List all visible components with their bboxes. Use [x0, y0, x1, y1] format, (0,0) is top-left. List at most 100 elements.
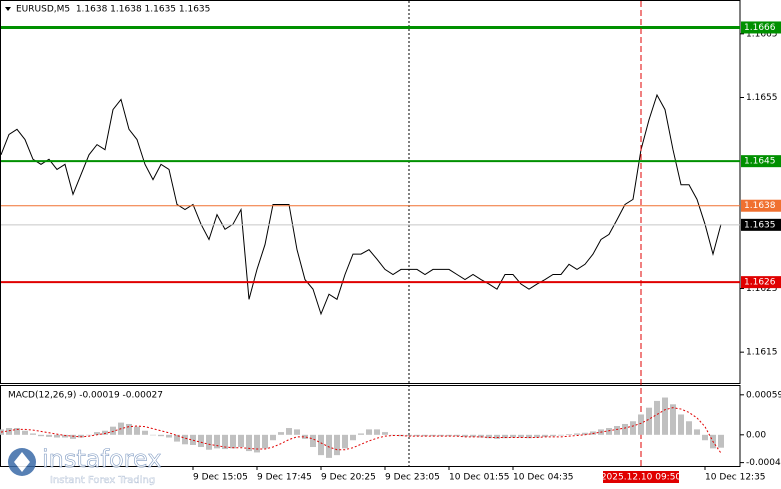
macd-bar [494, 434, 500, 439]
level-label: 1.1645 [744, 157, 776, 167]
macd-bar [534, 434, 540, 438]
macd-bar [62, 434, 68, 438]
price-line [0, 93, 722, 316]
macd-frame [0, 385, 741, 467]
macd-bar [414, 434, 420, 437]
macd-bar [246, 434, 252, 452]
level-label-box [741, 155, 781, 168]
level-label: 1.1666 [744, 23, 776, 33]
macd-bar [318, 434, 324, 456]
macd-bar [478, 434, 484, 438]
macd-bar [102, 430, 108, 435]
macd-bar [86, 434, 92, 436]
macd-bar [366, 429, 372, 435]
macd-bar [302, 434, 308, 439]
macd-bar [350, 434, 356, 441]
macd-bar [182, 434, 188, 445]
macd-bar [446, 434, 452, 437]
macd-bar [30, 433, 36, 435]
macd-bar [622, 423, 628, 435]
macd-bar [422, 434, 428, 437]
macd-bar [78, 434, 84, 438]
y-tick-label: 0.00059 [746, 390, 781, 400]
macd-bar [678, 414, 684, 435]
highlight-label: 2025.12.10 09:50 [601, 473, 682, 483]
x-tick-label: 9 Dec 20:25 [321, 473, 376, 483]
macd-bar [294, 429, 300, 435]
y-tick-label: 0.00 [746, 430, 766, 440]
level-label-box [741, 276, 781, 289]
macd-bar [22, 430, 28, 435]
macd-bar [310, 434, 316, 448]
macd-bar [286, 428, 292, 435]
macd-bar [614, 426, 620, 435]
x-tick-label: 10 Dec 04:35 [513, 473, 574, 483]
macd-bar [326, 434, 332, 458]
x-tick-label: 10 Dec 12:35 [705, 473, 766, 483]
logo-tagline: Instant Forex Trading [50, 475, 155, 486]
macd-bar [142, 430, 148, 435]
macd-bar [454, 434, 460, 437]
level-label-box [741, 21, 781, 34]
macd-bar [6, 428, 12, 435]
x-tick-label: 9 Dec 15:05 [193, 473, 248, 483]
y-tick-label: 1.1655 [746, 93, 778, 103]
macd-bar [110, 426, 116, 435]
level-label: 1.1626 [744, 278, 776, 288]
macd-bar [358, 433, 364, 435]
x-tick-label: 9 Dec 17:45 [257, 473, 312, 483]
macd-bar [198, 434, 204, 448]
macd-bar [54, 434, 60, 438]
logo-brand: instaforex [42, 445, 162, 473]
macd-bar [438, 434, 444, 437]
macd-bar [126, 423, 132, 435]
macd-bar [174, 434, 180, 442]
macd-bar [462, 434, 468, 437]
macd-bar [150, 434, 156, 436]
macd-bar [158, 434, 164, 437]
macd-bar [582, 432, 588, 435]
macd-bar [550, 434, 556, 437]
macd-bar [694, 429, 700, 435]
macd-bar [574, 433, 580, 435]
y-tick-label: 1.1615 [746, 348, 778, 358]
macd-bar [94, 432, 100, 435]
macd-bar [486, 434, 492, 439]
macd-bar [542, 434, 548, 437]
level-label: 1.1638 [744, 201, 776, 211]
level-label-box [741, 218, 781, 231]
macd-bar [646, 407, 652, 435]
logo-mark [14, 452, 30, 472]
macd-bar [342, 434, 348, 449]
level-label: 1.1635 [744, 220, 776, 230]
macd-bar [166, 434, 172, 438]
y-tick-label: 1.1625 [746, 284, 778, 294]
macd-title: MACD(12,26,9) -0.00019 -0.00027 [8, 391, 163, 401]
macd-bar [558, 434, 564, 436]
macd-bar [334, 434, 340, 456]
y-tick-label: -0.00041 [746, 458, 781, 468]
macd-bar [502, 434, 508, 439]
macd-bar [406, 434, 412, 437]
macd-bar [278, 432, 284, 435]
macd-bar [702, 434, 708, 441]
x-tick-label: 10 Dec 01:55 [449, 473, 510, 483]
macd-bar [134, 426, 140, 435]
level-label-box [741, 199, 781, 212]
macd-bar [566, 434, 572, 435]
macd-bar [214, 434, 220, 449]
macd-bar [670, 404, 676, 435]
macd-bar [382, 432, 388, 435]
macd-bar [470, 434, 476, 437]
macd-bar [70, 434, 76, 439]
macd-bar [238, 434, 244, 448]
macd-bar [606, 428, 612, 435]
signal-line [0, 407, 722, 454]
macd-bar [46, 434, 52, 437]
macd-bar [374, 429, 380, 435]
watermark: instaforex Instant Forex Trading [8, 445, 162, 486]
macd-bar [686, 421, 692, 435]
macd-bar [206, 434, 212, 450]
